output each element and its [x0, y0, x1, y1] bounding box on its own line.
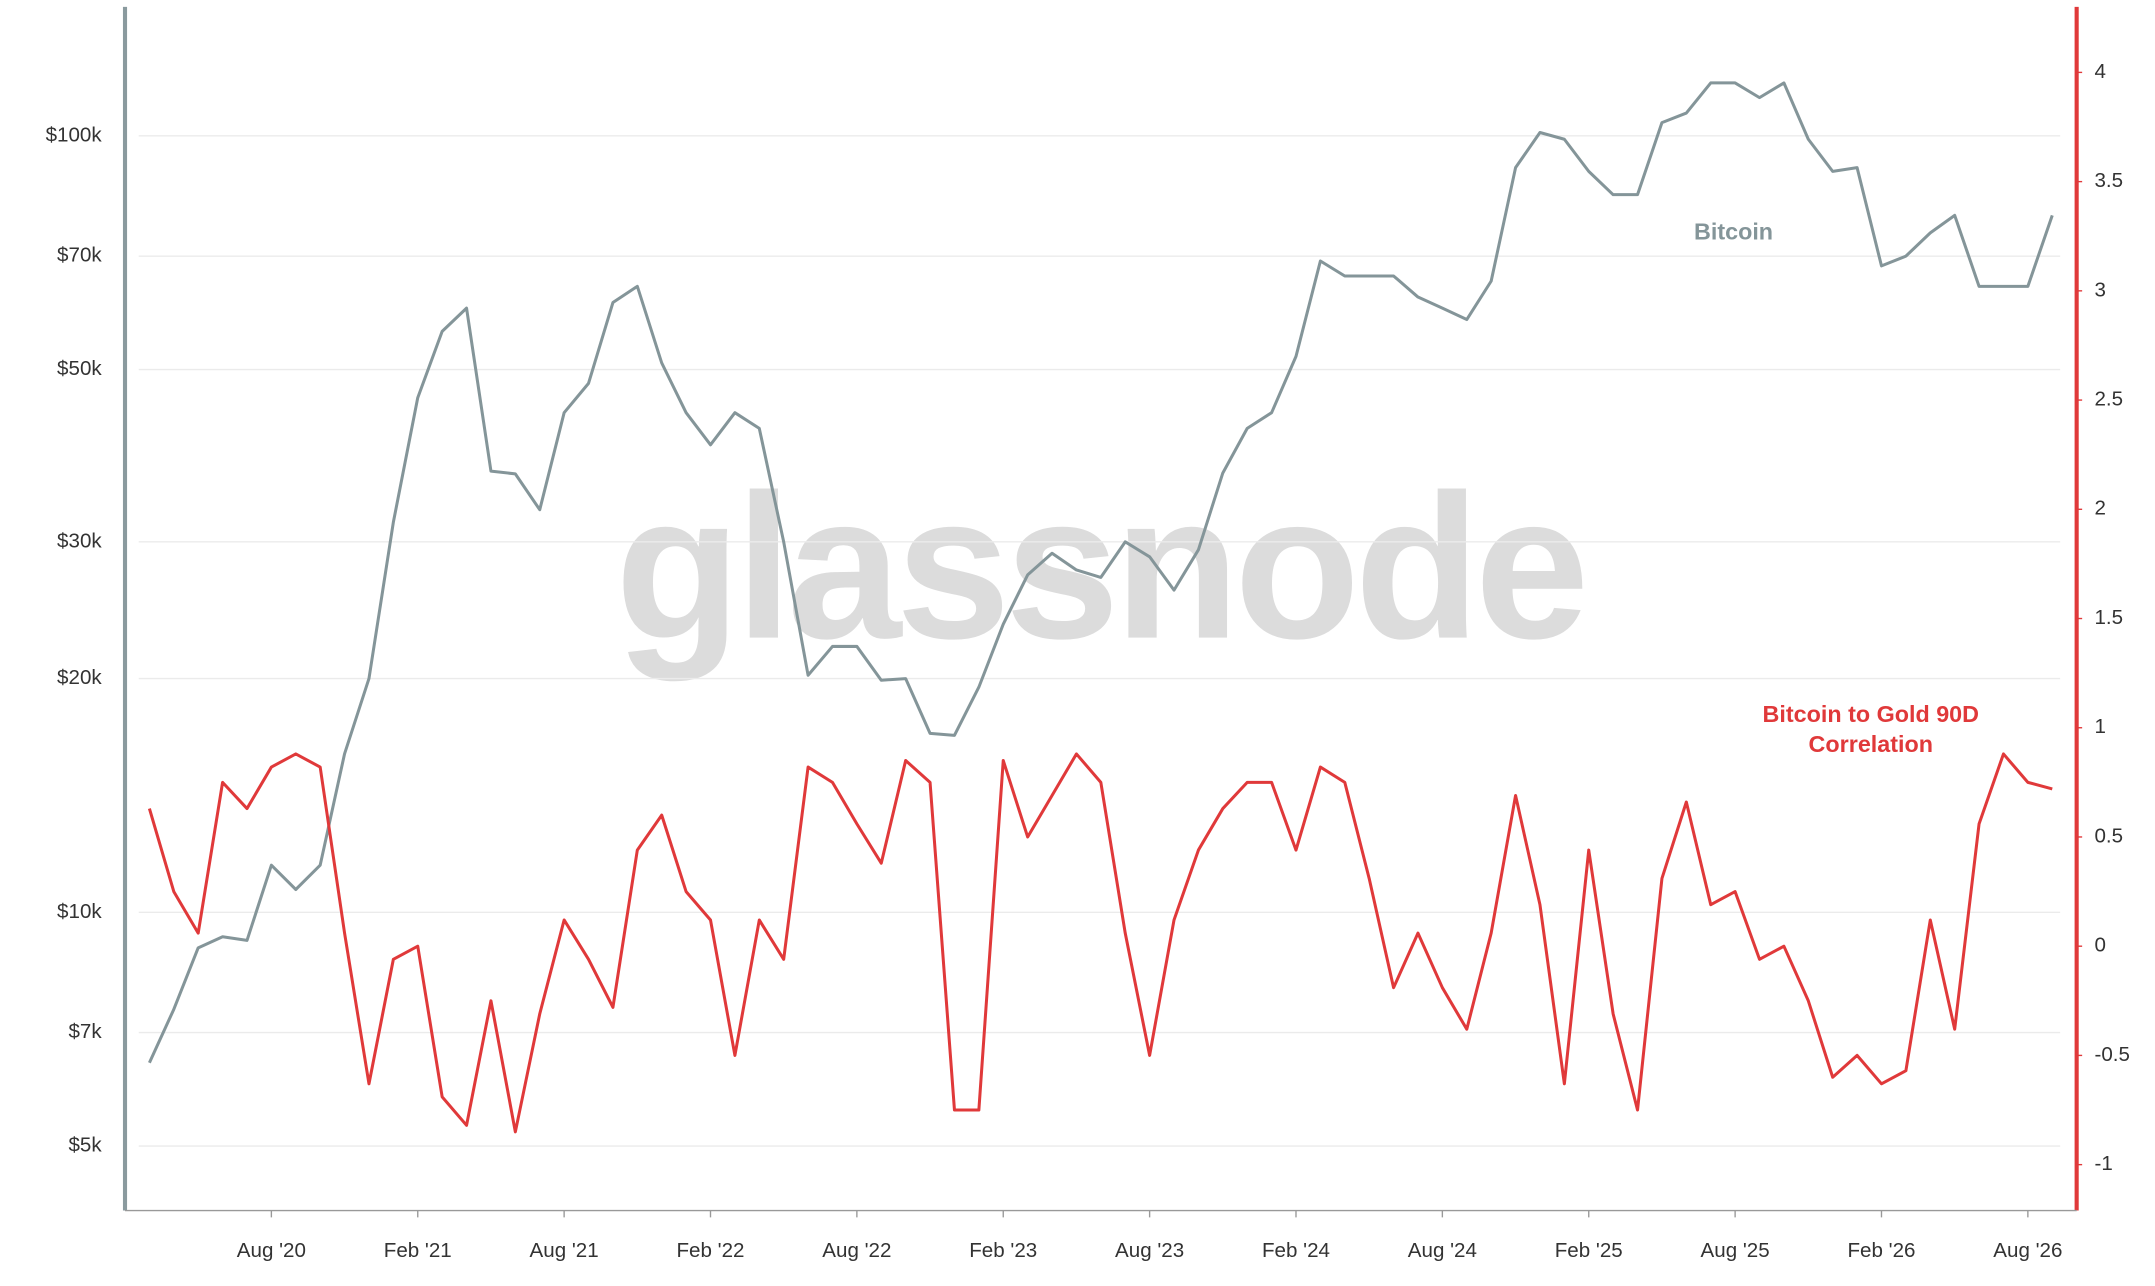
series-line	[147, 752, 2053, 1134]
y2-tick-label: 2.5	[2094, 388, 2123, 411]
y2-tick-label: 1	[2094, 715, 2105, 738]
y-tick-label: $50k	[57, 357, 102, 380]
y2-tick-label: 1.5	[2094, 606, 2123, 629]
y2-tick-label: 3.5	[2094, 169, 2123, 192]
x-tick-label: Feb '24	[1262, 1239, 1330, 1262]
watermark: glassnode	[615, 452, 1584, 682]
y-tick-label: $70k	[57, 244, 102, 267]
x-tick-label: Aug '20	[237, 1239, 306, 1262]
series-label-box: Bitcoin to Gold 90D Correlation	[1762, 701, 1980, 758]
y2-tick-label: 0	[2094, 934, 2105, 957]
y2-tick-label: 2	[2094, 497, 2105, 520]
y-tick-label: $100k	[46, 123, 103, 146]
x-tick-label: Aug '24	[1408, 1239, 1477, 1262]
y-tick-label: $30k	[57, 529, 102, 552]
series-line	[148, 81, 2054, 1064]
x-tick-label: Aug '21	[530, 1239, 599, 1262]
x-tick-label: Feb '22	[677, 1239, 745, 1262]
series-label: Bitcoin to Gold 90D Correlation	[1762, 701, 1980, 758]
y2-tick-label: 4	[2094, 60, 2105, 83]
y2-tick-label: -0.5	[2094, 1043, 2129, 1066]
y2-tick-label: 3	[2094, 278, 2105, 301]
y-tick-label: $7k	[68, 1020, 102, 1043]
x-tick-label: Aug '25	[1701, 1239, 1770, 1262]
y2-tick-label: -1	[2094, 1152, 2112, 1175]
x-tick-label: Aug '22	[822, 1239, 891, 1262]
y2-tick-label: 0.5	[2094, 824, 2123, 847]
y-tick-label: $5k	[68, 1133, 102, 1156]
x-tick-label: Aug '23	[1115, 1239, 1184, 1262]
y-tick-label: $10k	[57, 900, 102, 923]
y-tick-label: $20k	[57, 666, 102, 689]
x-tick-label: Feb '25	[1555, 1239, 1623, 1262]
x-tick-label: Feb '23	[969, 1239, 1037, 1262]
series-label: Bitcoin	[1694, 218, 1773, 244]
x-tick-label: Feb '21	[384, 1239, 452, 1262]
x-tick-label: Feb '26	[1847, 1239, 1915, 1262]
x-tick-label: Aug '26	[1993, 1239, 2062, 1262]
